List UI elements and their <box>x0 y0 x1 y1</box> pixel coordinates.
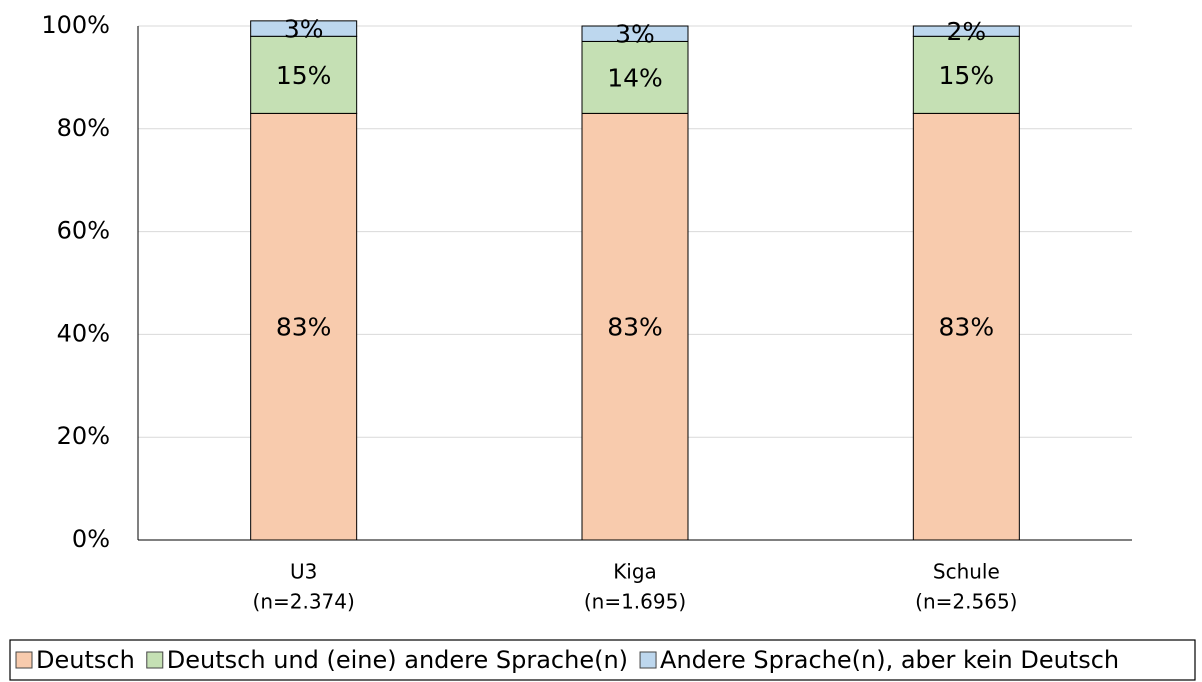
y-tick-label: 0% <box>72 525 110 553</box>
legend-label: Andere Sprache(n), aber kein Deutsch <box>660 646 1119 674</box>
bar-segment <box>912 25 1020 37</box>
data-label: 14% <box>607 63 663 92</box>
x-tick-label: (n=2.565) <box>915 590 1017 614</box>
data-label: 83% <box>939 313 995 342</box>
data-label: 15% <box>939 61 995 90</box>
y-tick-label: 40% <box>57 319 110 347</box>
y-tick-label: 60% <box>57 217 110 245</box>
data-label: 3% <box>615 20 655 49</box>
y-tick-label: 20% <box>57 422 110 450</box>
bar-segment <box>912 112 1020 541</box>
data-label: 3% <box>284 15 324 44</box>
legend-box <box>9 639 1196 681</box>
bar-segment <box>250 112 358 541</box>
x-tick-label: Kiga <box>613 560 657 584</box>
y-tick-label: 80% <box>57 114 110 142</box>
legend-swatch <box>15 651 33 669</box>
x-tick-label: (n=1.695) <box>584 590 686 614</box>
legend-label: Deutsch <box>36 646 135 674</box>
y-tick-label: 100% <box>41 11 110 39</box>
data-label: 2% <box>946 17 986 46</box>
legend-label: Deutsch und (eine) andere Sprache(n) <box>167 646 628 674</box>
legend-swatch <box>146 651 164 669</box>
bar-segment <box>250 20 358 37</box>
bar-segment <box>912 35 1020 114</box>
data-label: 15% <box>276 61 332 90</box>
legend-swatch <box>639 651 657 669</box>
bar-segment <box>250 35 358 114</box>
data-label: 83% <box>607 313 663 342</box>
x-tick-label: Schule <box>933 560 1000 584</box>
x-tick-label: (n=2.374) <box>253 590 355 614</box>
x-tick-label: U3 <box>290 560 317 584</box>
bar-segment <box>581 40 689 114</box>
bar-segment <box>581 112 689 541</box>
bar-segment <box>581 25 689 42</box>
data-label: 83% <box>276 313 332 342</box>
